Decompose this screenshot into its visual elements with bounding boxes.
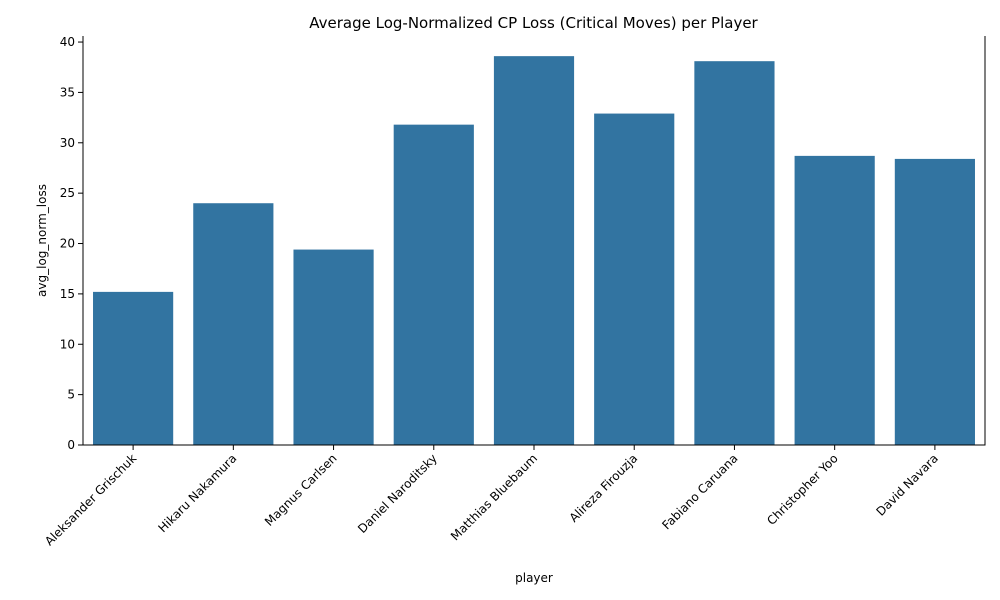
y-tick-label: 10 — [60, 337, 75, 351]
y-axis-label: avg_log_norm_loss — [35, 184, 49, 297]
y-tick-label: 35 — [60, 85, 75, 99]
y-tick-label: 25 — [60, 186, 75, 200]
y-tick-label: 20 — [60, 237, 75, 251]
y-tick-label: 15 — [60, 287, 75, 301]
y-tick-label: 5 — [67, 388, 75, 402]
chart-title: Average Log-Normalized CP Loss (Critical… — [309, 14, 758, 32]
bar-5 — [594, 113, 675, 445]
x-tick-label: Magnus Carlsen — [262, 451, 340, 529]
y-tick-label: 30 — [60, 136, 75, 150]
x-axis-ticks: Aleksander Grischuk Hikaru Nakamura Magnus… — [42, 445, 941, 548]
bar-8 — [894, 158, 975, 445]
x-tick-label: Matthias Bluebaum — [448, 451, 540, 543]
x-tick-label: Fabiano Caruana — [659, 451, 740, 532]
y-tick-label: 40 — [60, 35, 75, 49]
x-tick-label: Alireza Firouzja — [567, 451, 641, 525]
bar-1 — [193, 203, 274, 445]
bar-3 — [393, 124, 474, 446]
x-tick-label: Daniel Naroditsky — [355, 451, 440, 536]
bar-7 — [794, 155, 875, 445]
x-tick-label: Hikaru Nakamura — [155, 451, 239, 535]
bar-2 — [293, 249, 374, 445]
bar-0 — [93, 291, 174, 445]
bar-6 — [694, 61, 775, 446]
bar-4 — [493, 56, 575, 446]
y-tick-label: 0 — [67, 438, 75, 452]
bars-group — [93, 56, 975, 446]
x-tick-label: Aleksander Grischuk — [42, 451, 139, 548]
x-axis-label: player — [515, 571, 553, 585]
y-axis-ticks: 0 5 10 15 20 25 30 35 40 — [60, 35, 83, 452]
axes-frame — [82, 36, 986, 446]
x-tick-label: Christopher Yoo — [764, 451, 841, 528]
x-tick-label: David Navara — [873, 451, 941, 519]
